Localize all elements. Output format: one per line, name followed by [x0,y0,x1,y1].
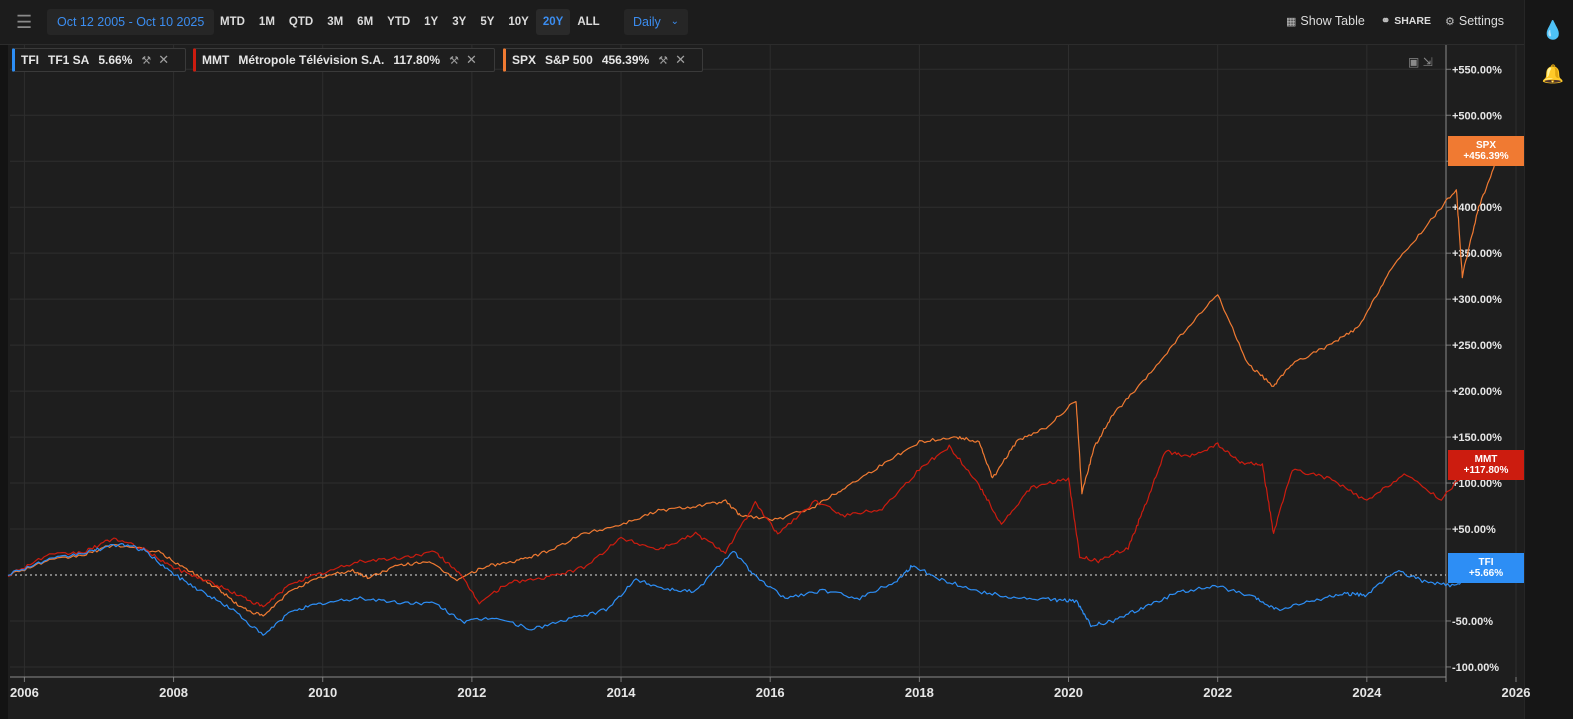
date-range-picker[interactable]: Oct 12 2005 - Oct 10 2025 [47,9,215,35]
legend-name: Métropole Télévision S.A. [238,53,385,67]
value-tag-spx: SPX +456.39% [1448,136,1524,167]
y-tick-label: +300.00% [1452,294,1502,306]
share-button[interactable]: ⚭ SHARE [1381,14,1431,28]
value-tag-ticker: SPX [1475,140,1496,152]
y-tick-label: +500.00% [1452,110,1502,122]
range-buttons: MTD 1M QTD 3M 6M YTD 1Y 3Y 5Y 10Y 20Y ALL [213,9,607,35]
x-tick-label: 2008 [159,685,188,700]
range-button-ytd[interactable]: YTD [387,16,411,28]
y-tick-label: +400.00% [1452,202,1502,214]
y-tick-label: -100.00% [1452,662,1499,674]
value-tag-tfi: TFI +5.66% [1448,553,1524,584]
x-tick-label: 2016 [756,685,785,700]
close-icon[interactable]: ✕ [158,52,170,67]
legend-ticker: TFI [21,53,39,67]
legend-chip-mmt[interactable]: MMT Métropole Télévision S.A. 117.80% ⚒ ✕ [193,48,495,72]
interval-select[interactable]: Daily ⌄ [624,9,688,35]
legend-name: S&P 500 [545,53,593,67]
x-tick-label: 2020 [1054,685,1083,700]
range-button-3y[interactable]: 3Y [452,16,467,28]
y-tick-label: +350.00% [1452,248,1502,260]
share-label: SHARE [1394,14,1431,27]
mmt-series-line [7,442,1501,608]
x-tick-label: 2006 [10,685,39,700]
y-tick-label: +200.00% [1452,386,1502,398]
value-tag-change: +5.66% [1468,568,1504,580]
table-icon: ▦ [1286,15,1297,28]
x-tick-label: 2010 [308,685,337,700]
y-tick-label: +550.00% [1452,64,1502,76]
value-tag-ticker: MMT [1474,454,1498,466]
toolbar [0,0,1524,45]
settings-label: Settings [1458,14,1505,28]
interval-value: Daily [633,15,661,29]
x-tick-label: 2026 [1502,685,1531,700]
collapse-icon[interactable]: ⇲ [1422,55,1433,69]
share-icon: ⚭ [1381,15,1391,27]
legend-chip-tfi[interactable]: TFI TF1 SA 5.66% ⚒ ✕ [12,48,186,72]
x-tick-label: 2014 [607,685,637,700]
x-tick-label: 2022 [1203,685,1232,700]
range-button-3m[interactable]: 3M [327,16,344,28]
legend-ticker: SPX [512,53,537,67]
gear-icon: ⚙ [1445,15,1455,28]
legend-chip-spx[interactable]: SPX S&P 500 456.39% ⚒ ✕ [503,48,703,72]
range-button-qtd[interactable]: QTD [288,16,314,28]
range-button-1y[interactable]: 1Y [424,16,439,28]
spx-series-line [7,151,1501,617]
chart-area [8,45,1524,719]
legend-change: 5.66% [98,53,133,67]
right-rail [1524,0,1573,719]
x-tick-label: 2018 [905,685,934,700]
flame-icon[interactable]: 💧 [1541,20,1565,40]
range-button-6m[interactable]: 6M [357,16,374,28]
range-button-10y[interactable]: 10Y [508,16,529,28]
edit-series-icon[interactable]: ⚒ [449,54,459,67]
edit-series-icon[interactable]: ⚒ [141,54,152,67]
value-tag-mmt: MMT +117.80% [1448,450,1524,481]
chart-controls: ▣ ⇲ [1408,55,1433,69]
y-tick-label: +50.00% [1452,524,1496,536]
y-tick-label: +250.00% [1452,340,1502,352]
value-tag-ticker: TFI [1478,557,1494,569]
x-tick-label: 2012 [457,685,486,700]
range-button-20y[interactable]: 20Y [535,9,571,35]
value-tag-change: +456.39% [1463,151,1509,163]
range-button-all[interactable]: ALL [577,16,600,28]
screenshot-icon[interactable]: ▣ [1408,55,1420,69]
legend-ticker: MMT [202,53,230,67]
show-table-label: Show Table [1300,14,1365,28]
edit-series-icon[interactable]: ⚒ [658,54,669,67]
y-tick-label: +100.00% [1452,478,1502,490]
y-tick-label: -50.00% [1452,616,1493,628]
chevron-down-icon: ⌄ [670,16,679,27]
show-table-button[interactable]: ▦ Show Table [1286,14,1365,28]
close-icon[interactable]: ✕ [465,52,477,67]
value-tag-change: +117.80% [1463,465,1509,477]
legend-change: 117.80% [393,53,441,67]
settings-button[interactable]: ⚙ Settings [1445,14,1504,28]
x-tick-label: 2024 [1352,685,1382,700]
y-tick-label: +150.00% [1452,432,1502,444]
tfi-series-line [7,543,1501,636]
range-button-mtd[interactable]: MTD [220,16,245,28]
legend-change: 456.39% [601,53,650,67]
bell-icon[interactable]: 🔔 [1541,64,1565,84]
legend-name: TF1 SA [48,53,90,67]
close-icon[interactable]: ✕ [675,52,686,67]
range-button-5y[interactable]: 5Y [480,16,495,28]
range-button-1m[interactable]: 1M [258,16,275,28]
collapse-menu-icon[interactable]: ☰ [16,12,33,32]
